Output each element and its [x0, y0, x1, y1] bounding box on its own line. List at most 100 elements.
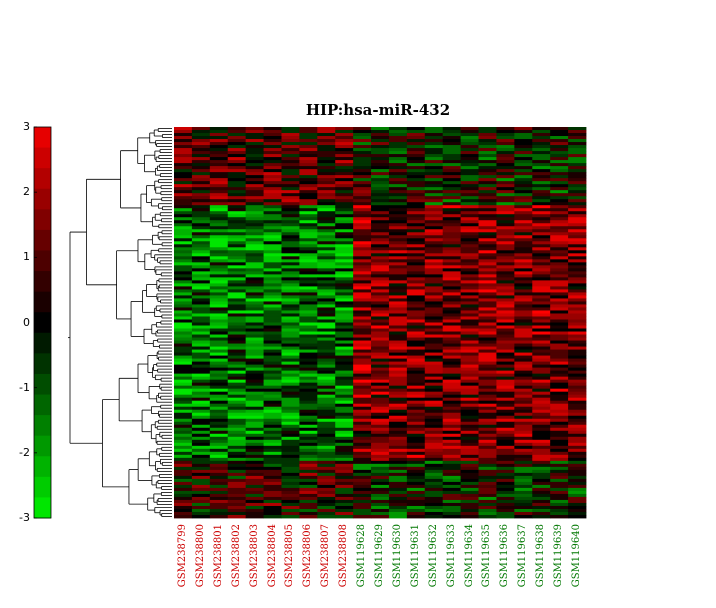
heatmap-cell	[442, 196, 462, 200]
heatmap-cell	[299, 196, 318, 200]
heatmap-cell	[532, 250, 551, 254]
heatmap-cell	[442, 199, 462, 203]
heatmap-cell	[263, 322, 282, 326]
heatmap-cell	[227, 451, 247, 456]
heatmap-cell	[299, 142, 318, 146]
heatmap-cell	[514, 226, 533, 230]
heatmap-cell	[406, 373, 426, 378]
heatmap-cell	[317, 301, 336, 305]
heatmap-cell	[460, 202, 479, 206]
heatmap-cell	[478, 481, 497, 486]
heatmap-cell	[460, 208, 479, 212]
heatmap-cell	[299, 208, 318, 212]
heatmap-cell	[317, 133, 336, 137]
heatmap-cell	[478, 157, 497, 161]
heatmap-cell	[568, 211, 587, 215]
heatmap-cell	[388, 409, 408, 414]
heatmap-cell	[209, 217, 229, 221]
heatmap-cell	[406, 277, 426, 281]
heatmap-cell	[442, 373, 462, 378]
heatmap-cell	[371, 397, 390, 402]
heatmap-cell	[514, 274, 533, 278]
heatmap-cell	[550, 145, 569, 149]
heatmap-cell	[406, 184, 426, 188]
heatmap-cell	[263, 355, 282, 359]
heatmap-cell	[263, 163, 282, 167]
heatmap-cell	[388, 133, 408, 137]
heatmap-cell	[388, 343, 408, 347]
heatmap-cell	[191, 400, 211, 405]
heatmap-cell	[478, 412, 497, 417]
heatmap-cell	[568, 286, 587, 290]
heatmap-cell	[245, 298, 264, 302]
heatmap-cell	[227, 205, 247, 209]
heatmap-cell	[209, 244, 229, 248]
heatmap-cell	[532, 226, 551, 230]
heatmap-cell	[281, 265, 300, 269]
heatmap-cell	[496, 448, 515, 453]
heatmap-cell	[245, 514, 264, 519]
heatmap-cell	[353, 394, 372, 399]
heatmap-cell	[209, 415, 229, 420]
heatmap-cell	[371, 352, 390, 356]
heatmap-cell	[424, 334, 444, 338]
heatmap-cell	[299, 373, 318, 378]
heatmap-cell	[478, 277, 497, 281]
heatmap-cell	[406, 301, 426, 305]
heatmap-cell	[227, 262, 247, 266]
heatmap-cell	[568, 448, 587, 453]
heatmap-cell	[191, 238, 211, 242]
heatmap-cell	[353, 382, 372, 387]
heatmap-cell	[263, 166, 282, 170]
heatmap-cell	[568, 469, 587, 474]
heatmap-cell	[281, 439, 300, 444]
heatmap-cell	[299, 430, 318, 435]
heatmap-cell	[550, 322, 569, 326]
heatmap-cell	[424, 508, 444, 513]
heatmap-cell	[371, 325, 390, 329]
heatmap-cell	[424, 313, 444, 317]
heatmap-cell	[406, 148, 426, 152]
heatmap-cell	[496, 205, 515, 209]
heatmap-cell	[424, 376, 444, 381]
heatmap-cell	[371, 481, 390, 486]
heatmap-cell	[388, 448, 408, 453]
heatmap-cell	[191, 343, 211, 347]
heatmap-cell	[209, 301, 229, 305]
heatmap-cell	[263, 505, 282, 510]
heatmap-cell	[209, 451, 229, 456]
heatmap-cell	[191, 469, 211, 474]
heatmap-cell	[424, 337, 444, 341]
heatmap-cell	[388, 142, 408, 146]
heatmap-cell	[281, 382, 300, 387]
heatmap-cell	[335, 148, 354, 152]
heatmap-cell	[263, 130, 282, 134]
heatmap-cell	[550, 505, 569, 510]
heatmap-cell	[460, 199, 479, 203]
heatmap-cell	[550, 172, 569, 176]
heatmap-cell	[299, 409, 318, 414]
heatmap-cell	[245, 457, 264, 462]
heatmap-cell	[532, 151, 551, 155]
heatmap-cell	[406, 223, 426, 227]
heatmap-cell	[568, 334, 587, 338]
heatmap-cell	[263, 199, 282, 203]
heatmap-cell	[460, 505, 479, 510]
heatmap-cell	[478, 343, 497, 347]
heatmap-cell	[496, 265, 515, 269]
heatmap-cell	[245, 445, 264, 450]
heatmap-cell	[550, 448, 569, 453]
heatmap-cell	[406, 217, 426, 221]
heatmap-cell	[227, 160, 247, 164]
heatmap-cell	[299, 205, 318, 209]
heatmap-cell	[227, 163, 247, 167]
heatmap-cell	[191, 262, 211, 266]
heatmap-cell	[209, 262, 229, 266]
heatmap-cell	[388, 340, 408, 344]
heatmap-cell	[406, 259, 426, 263]
heatmap-cell	[442, 502, 462, 507]
heatmap-cell	[209, 223, 229, 227]
heatmap-cell	[245, 346, 264, 350]
heatmap-cell	[227, 289, 247, 293]
heatmap-cell	[335, 370, 354, 375]
